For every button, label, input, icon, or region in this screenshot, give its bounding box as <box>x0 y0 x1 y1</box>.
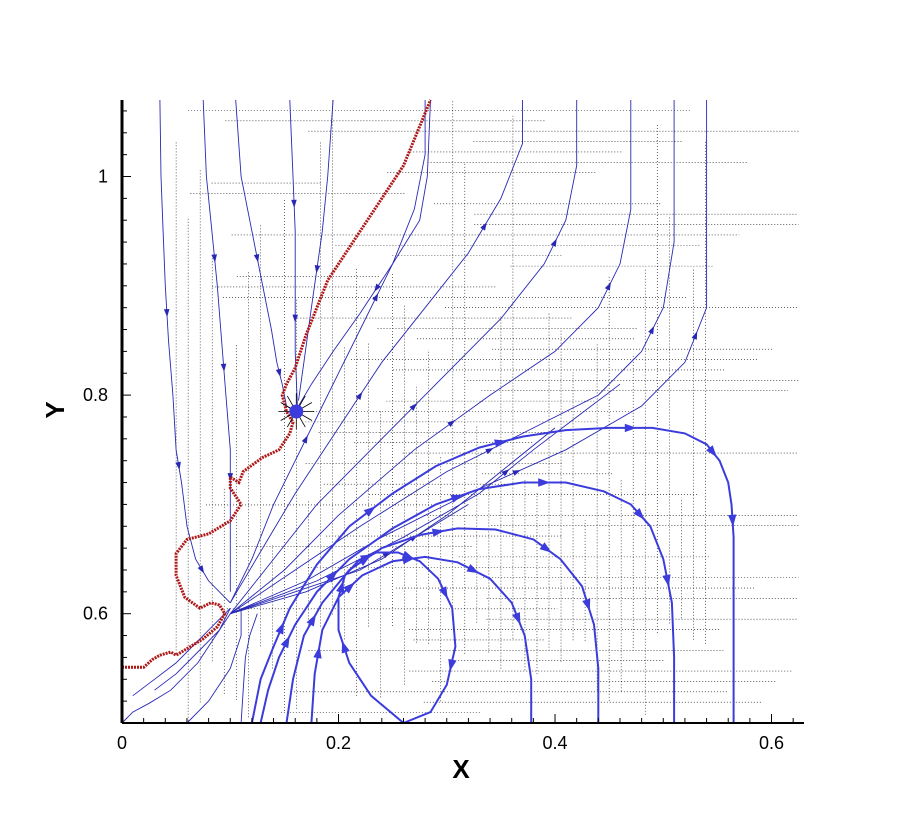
source-point <box>289 404 304 419</box>
x-tick-label: 0 <box>117 733 127 753</box>
streamline <box>230 100 675 615</box>
streamline <box>230 504 469 615</box>
streamline-arrow <box>280 635 290 649</box>
streamline-arrow <box>501 469 510 477</box>
streamline-arrow <box>363 506 376 517</box>
streamline-arrow <box>512 469 521 476</box>
streamline-arrow <box>336 580 345 594</box>
y-tick-label: 1 <box>98 167 108 187</box>
streamline-arrow <box>448 658 457 672</box>
streamline-arrow <box>539 542 552 553</box>
streamline-arrow <box>341 640 350 654</box>
streamline <box>229 100 523 604</box>
streamline-arrow <box>401 550 415 560</box>
streamline <box>259 481 676 724</box>
streamline <box>240 613 258 724</box>
streamline-arrow <box>466 564 480 574</box>
streamline-arrow <box>372 293 379 302</box>
streamlines <box>121 99 737 724</box>
x-tick-label: 0.2 <box>326 733 351 753</box>
streamline-arrow <box>409 403 418 411</box>
streamline-arrow <box>313 646 322 659</box>
streamline-arrow <box>275 368 282 378</box>
streamline-arrow <box>512 612 521 625</box>
streamline <box>229 100 426 603</box>
streamline-arrow <box>662 574 671 587</box>
tick-labels: 0 0.2 0.4 0.6 0.6 0.8 1 <box>83 167 784 753</box>
streamline-arrow <box>343 582 355 594</box>
streamline-arrow <box>291 199 297 208</box>
streamline-arrow <box>604 282 611 291</box>
streamline-arrow <box>359 554 373 564</box>
streamline-arrow <box>480 222 487 231</box>
streamline <box>298 99 334 401</box>
streamline-arrow <box>450 494 464 503</box>
streamline-arrow <box>431 528 445 537</box>
streamline <box>159 99 231 604</box>
x-tick-label: 0.6 <box>759 733 784 753</box>
x-tick-label: 0.4 <box>543 733 568 753</box>
axes <box>120 100 804 724</box>
streamline-arrow <box>648 325 655 335</box>
streamline-arrow <box>175 461 181 471</box>
streamline-arrow <box>253 254 260 263</box>
streamline <box>202 99 231 592</box>
streamline-arrow <box>538 478 551 487</box>
streamline-arrow <box>325 571 338 583</box>
mesh-lines <box>175 100 799 724</box>
streamline-arrow <box>292 314 299 323</box>
streamline-arrow <box>211 254 217 263</box>
streamline <box>337 551 457 724</box>
streamline-arrow <box>438 586 448 599</box>
x-axis-label: X <box>452 754 470 784</box>
streamline-arrow <box>314 265 321 274</box>
streamline <box>186 608 242 724</box>
streamline-arrow <box>301 435 308 444</box>
streamline <box>230 383 621 615</box>
streamline <box>229 100 578 614</box>
streamline-arrow <box>197 565 205 574</box>
interface-curve <box>122 99 432 669</box>
streamline-arrow <box>633 508 645 520</box>
streamline <box>310 555 533 724</box>
streamline-arrow <box>582 598 591 612</box>
streamline <box>154 613 231 691</box>
streamline <box>121 607 231 724</box>
streamline-arrow <box>163 308 170 318</box>
streamline-arrow <box>550 238 557 247</box>
streamline-arrow <box>691 331 698 340</box>
streamline-arrow <box>447 420 456 428</box>
streamline <box>250 426 735 724</box>
streamline-arrow <box>374 283 381 292</box>
y-axis-label: Y <box>40 401 70 418</box>
streamline <box>230 100 632 615</box>
streamline-arrow <box>728 514 737 527</box>
y-tick-label: 0.8 <box>83 385 108 405</box>
source-marker <box>278 393 315 430</box>
streamline <box>235 99 296 412</box>
streamline <box>132 607 231 697</box>
y-tick-label: 0.6 <box>83 604 108 624</box>
interface-line <box>122 99 432 669</box>
streamline <box>230 100 708 615</box>
streamline-arrow <box>485 447 494 455</box>
streamline <box>289 99 298 407</box>
streamline <box>285 527 600 724</box>
streamline-arrow <box>227 473 234 482</box>
streamline-arrow <box>494 439 507 448</box>
streamline-arrow <box>306 613 317 627</box>
streamline-arrow <box>706 445 717 458</box>
streamline-arrow <box>220 363 227 372</box>
streamline-arrow <box>355 391 363 400</box>
streamline-arrow <box>275 621 285 635</box>
streamline-arrow <box>624 423 637 433</box>
